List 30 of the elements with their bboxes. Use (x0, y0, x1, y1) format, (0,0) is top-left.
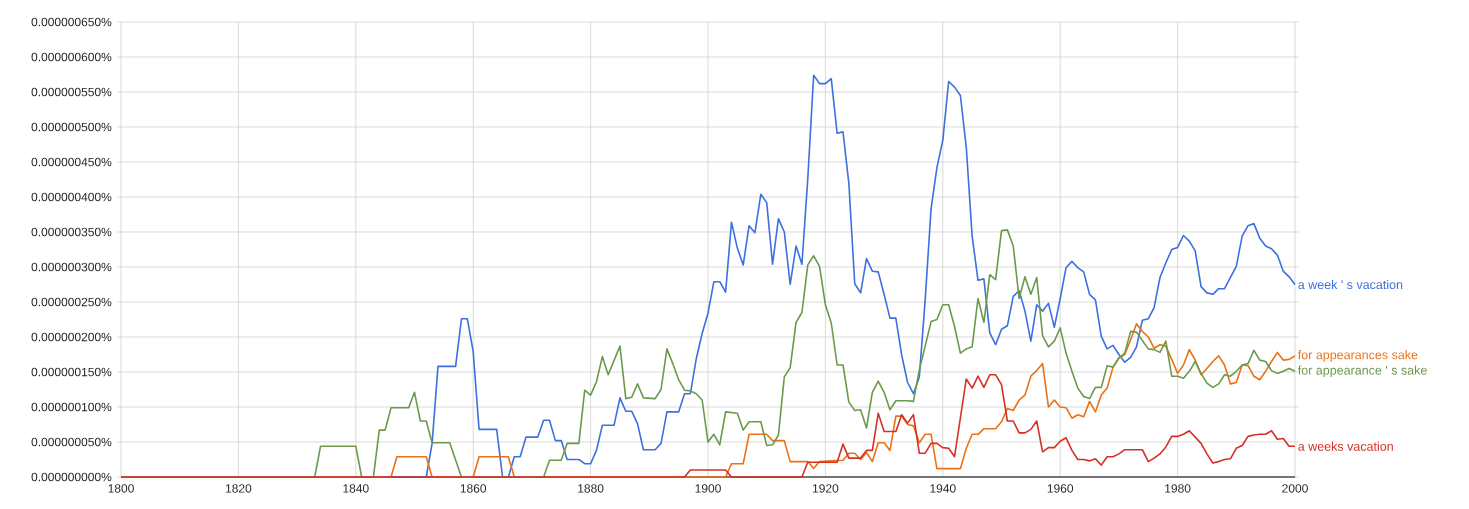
y-tick-label: 0.000000350% (31, 227, 112, 237)
x-tick-label: 1800 (108, 484, 134, 493)
y-tick-label: 0.000000450% (31, 157, 112, 167)
x-tick-label: 1880 (578, 484, 604, 493)
series-label: a weeks vacation (1298, 441, 1393, 451)
series-label: a week ' s vacation (1298, 279, 1403, 290)
y-tick-label: 0.000000650% (31, 17, 112, 27)
x-tick-label: 1980 (1165, 484, 1191, 493)
x-tick-label: 1860 (460, 484, 487, 493)
x-tick-label: 1940 (930, 484, 956, 493)
y-tick-label: 0.000000000% (31, 472, 112, 482)
y-tick-label: 0.000000500% (31, 122, 112, 132)
x-tick-label: 1960 (1047, 484, 1074, 493)
y-tick-label: 0.000000300% (31, 262, 112, 272)
x-tick-label: 1820 (225, 484, 252, 493)
y-tick-label: 0.000000100% (31, 402, 112, 412)
line-series (120, 374, 1296, 478)
y-tick-label: 0.000000250% (31, 297, 112, 307)
y-tick-label: 0.000000550% (31, 87, 112, 97)
y-tick-label: 0.000000050% (31, 437, 112, 447)
series-label: for appearance ' s sake (1297, 365, 1427, 378)
x-tick-label: 1920 (812, 484, 839, 493)
x-tick-label: 2000 (1282, 484, 1308, 493)
y-tick-label: 0.000000400% (31, 192, 112, 202)
x-tick-label: 1840 (343, 484, 369, 493)
y-tick-label: 0.000000600% (31, 52, 112, 62)
series-label: for appearances sake (1297, 350, 1418, 362)
y-tick-label: 0.000000150% (31, 367, 112, 377)
y-tick-label: 0.000000200% (31, 332, 112, 342)
x-tick-label: 1900 (695, 484, 721, 493)
